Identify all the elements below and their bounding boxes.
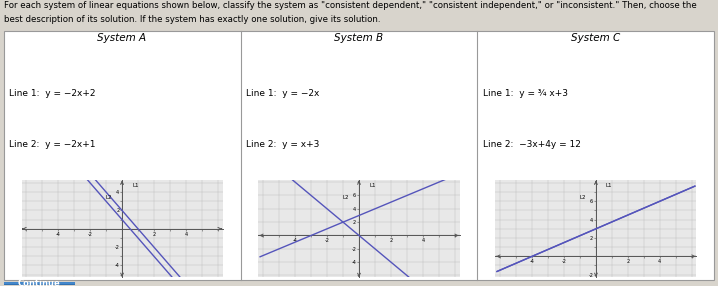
Text: System A: System A — [98, 33, 146, 43]
Text: For each system of linear equations shown below, classify the system as "consist: For each system of linear equations show… — [4, 1, 696, 10]
Text: Continue: Continue — [18, 279, 61, 286]
Text: L1: L1 — [132, 183, 139, 188]
Text: Line 1:  y = ¾ x+3: Line 1: y = ¾ x+3 — [483, 89, 568, 98]
Text: L1: L1 — [369, 183, 376, 188]
Text: L1: L1 — [606, 183, 612, 188]
Text: Line 2:  y = x+3: Line 2: y = x+3 — [246, 140, 320, 149]
Text: Line 1:  y = −2x+2: Line 1: y = −2x+2 — [9, 89, 95, 98]
Text: System C: System C — [572, 33, 620, 43]
Text: L2: L2 — [106, 195, 113, 200]
FancyBboxPatch shape — [0, 281, 81, 285]
Text: L2: L2 — [580, 195, 587, 200]
Text: Line 1:  y = −2x: Line 1: y = −2x — [246, 89, 320, 98]
Text: Line 2:  y = −2x+1: Line 2: y = −2x+1 — [9, 140, 95, 149]
Text: System B: System B — [335, 33, 383, 43]
Text: Line 2:  −3x+4y = 12: Line 2: −3x+4y = 12 — [483, 140, 581, 149]
Text: L2: L2 — [343, 195, 350, 200]
Text: best description of its solution. If the system has exactly one solution, give i: best description of its solution. If the… — [4, 15, 380, 24]
